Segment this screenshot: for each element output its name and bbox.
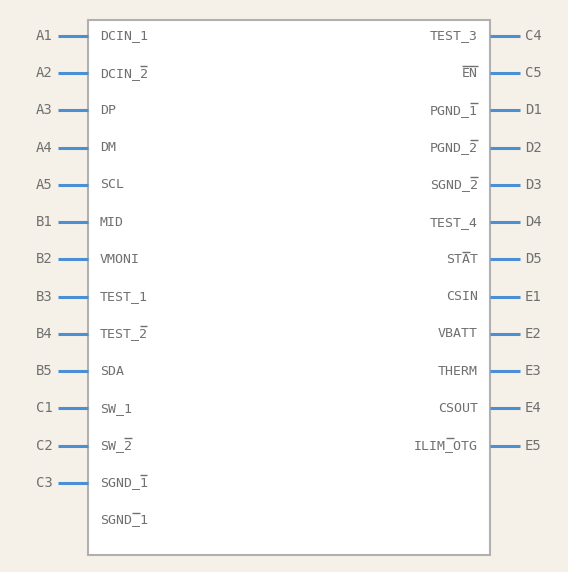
Text: TEST_3: TEST_3 <box>430 30 478 42</box>
Text: D2: D2 <box>525 141 542 154</box>
Text: DCIN_2: DCIN_2 <box>100 67 148 80</box>
Text: STAT: STAT <box>446 253 478 266</box>
Text: SGND_1: SGND_1 <box>100 476 148 489</box>
Text: D1: D1 <box>525 104 542 117</box>
Text: B1: B1 <box>36 215 53 229</box>
Text: MID: MID <box>100 216 124 229</box>
Text: DM: DM <box>100 141 116 154</box>
Text: D4: D4 <box>525 215 542 229</box>
Text: D3: D3 <box>525 178 542 192</box>
Text: PGND_2: PGND_2 <box>430 141 478 154</box>
Text: VMONI: VMONI <box>100 253 140 266</box>
Text: SW_2: SW_2 <box>100 439 132 452</box>
Text: E3: E3 <box>525 364 542 378</box>
Text: CSIN: CSIN <box>446 290 478 303</box>
Text: A5: A5 <box>36 178 53 192</box>
Text: TEST_2: TEST_2 <box>100 327 148 340</box>
Text: A2: A2 <box>36 66 53 80</box>
Text: PGND_1: PGND_1 <box>430 104 478 117</box>
Text: C3: C3 <box>36 476 53 490</box>
Text: SW_1: SW_1 <box>100 402 132 415</box>
Text: E4: E4 <box>525 402 542 415</box>
Text: E2: E2 <box>525 327 542 341</box>
Text: SGND_1: SGND_1 <box>100 514 148 526</box>
Text: ILIM_OTG: ILIM_OTG <box>414 439 478 452</box>
Text: E1: E1 <box>525 289 542 304</box>
Text: C2: C2 <box>36 439 53 452</box>
Text: B3: B3 <box>36 289 53 304</box>
Text: SGND_2: SGND_2 <box>430 178 478 192</box>
Text: EN: EN <box>462 67 478 80</box>
Text: TEST_4: TEST_4 <box>430 216 478 229</box>
Text: DCIN_1: DCIN_1 <box>100 30 148 42</box>
Text: C4: C4 <box>525 29 542 43</box>
Text: C1: C1 <box>36 402 53 415</box>
Text: SDA: SDA <box>100 364 124 378</box>
Text: C5: C5 <box>525 66 542 80</box>
Text: A4: A4 <box>36 141 53 154</box>
Text: A3: A3 <box>36 104 53 117</box>
Text: B2: B2 <box>36 252 53 267</box>
Text: CSOUT: CSOUT <box>438 402 478 415</box>
Text: VBATT: VBATT <box>438 327 478 340</box>
Text: DP: DP <box>100 104 116 117</box>
Text: D5: D5 <box>525 252 542 267</box>
Text: B5: B5 <box>36 364 53 378</box>
Text: TEST_1: TEST_1 <box>100 290 148 303</box>
Text: B4: B4 <box>36 327 53 341</box>
Text: E5: E5 <box>525 439 542 452</box>
Bar <box>88 20 490 555</box>
Text: THERM: THERM <box>438 364 478 378</box>
Text: A1: A1 <box>36 29 53 43</box>
Text: SCL: SCL <box>100 178 124 192</box>
